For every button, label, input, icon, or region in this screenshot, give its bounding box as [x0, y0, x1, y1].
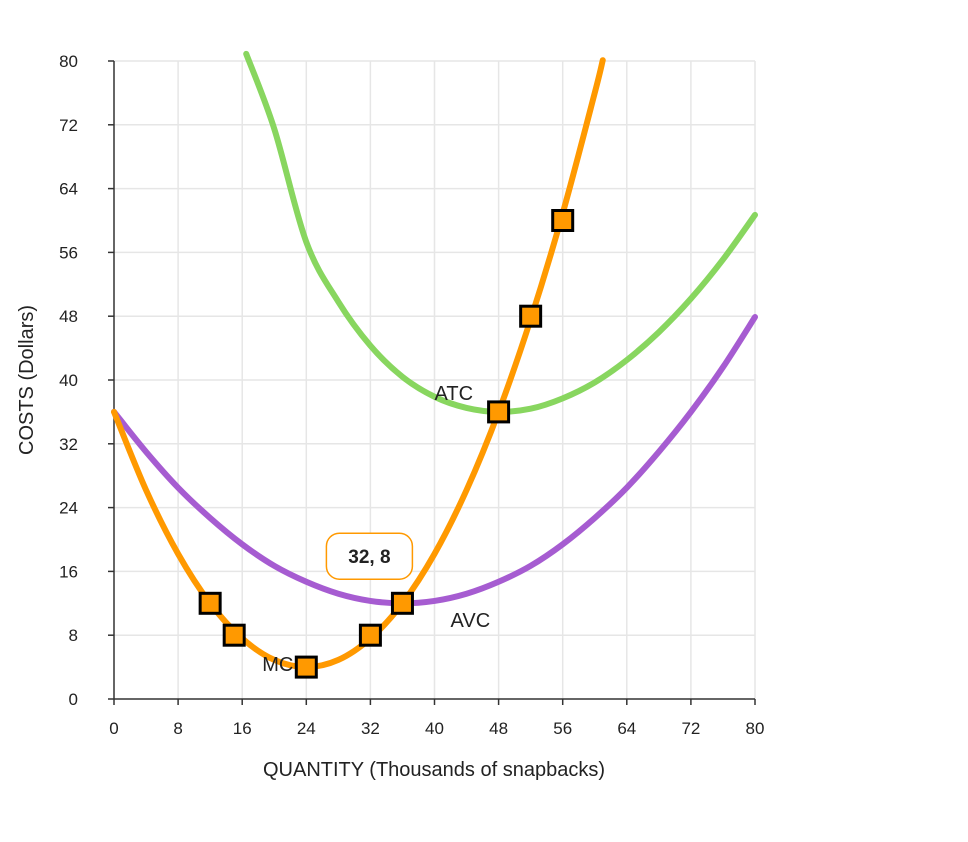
- y-tick-label: 8: [69, 626, 78, 645]
- mc-point: [551, 209, 575, 232]
- y-tick-label: 64: [59, 180, 78, 199]
- y-tick-label: 16: [59, 562, 78, 581]
- y-tick-label: 0: [69, 690, 78, 709]
- x-tick-label: 72: [681, 719, 700, 738]
- grid: [114, 60, 756, 699]
- axes: 0 8 16 24 32 40 48 56 64 72 80 0 8 16 24 32 40 48 56 64 72 80: [59, 52, 764, 738]
- curve-labels: ATC AVC MC: [262, 383, 490, 676]
- mc-point: [519, 304, 543, 328]
- mc-point: [358, 623, 382, 647]
- y-axis-label: COSTS (Dollars): [16, 305, 38, 455]
- x-tick-label: 80: [746, 719, 765, 738]
- mc-point: [487, 400, 511, 424]
- x-tick-label: 48: [489, 719, 508, 738]
- y-tick-label: 40: [59, 371, 78, 390]
- points: [198, 209, 575, 679]
- mc-point: [222, 623, 246, 647]
- mc-point: [390, 591, 414, 615]
- x-tick-label: 64: [617, 719, 636, 738]
- x-tick-label: 8: [173, 719, 182, 738]
- x-axis-label: QUANTITY (Thousands of snapbacks): [263, 759, 605, 781]
- tooltip-text: 32, 8: [348, 547, 390, 568]
- tooltip: 32, 8: [325, 532, 414, 580]
- y-tick-label: 80: [59, 52, 78, 71]
- y-tick-label: 72: [59, 116, 78, 135]
- label-mc: MC: [262, 654, 293, 676]
- y-tick-label: 48: [59, 307, 78, 326]
- x-tick-label: 40: [425, 719, 444, 738]
- x-tick-label: 56: [553, 719, 572, 738]
- label-atc: ATC: [435, 383, 474, 405]
- x-tick-label: 0: [109, 719, 118, 738]
- y-tick-label: 56: [59, 243, 78, 262]
- label-avc: AVC: [451, 610, 491, 632]
- curve-mc: [111, 57, 606, 671]
- curve-avc: [111, 313, 758, 607]
- x-tick-label: 32: [361, 719, 380, 738]
- tooltip-box: [325, 532, 414, 580]
- mc-point: [294, 655, 318, 679]
- curve-atc: [243, 50, 758, 415]
- x-tick-label: 24: [297, 719, 316, 738]
- y-tick-label: 24: [59, 499, 78, 518]
- mc-point: [198, 591, 222, 615]
- x-tick-label: 16: [233, 719, 252, 738]
- y-tick-label: 32: [59, 435, 78, 454]
